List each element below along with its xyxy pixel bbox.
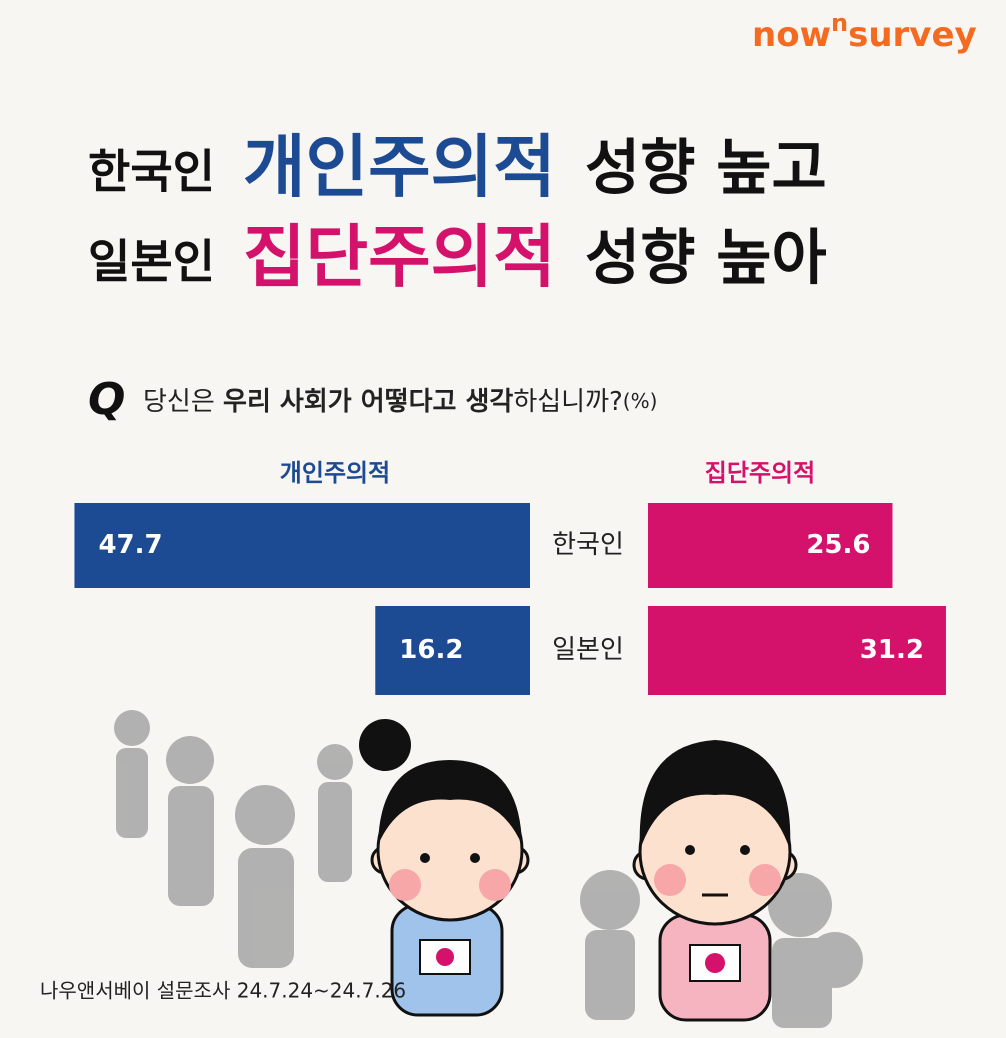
headline-text: 성향 높고 (585, 134, 827, 204)
question-unit: (%) (623, 389, 658, 413)
bar (74, 503, 530, 588)
headline-text: 일본인 (88, 235, 215, 289)
question-text: 당신은 (143, 387, 223, 417)
legend-label: 개인주의적 (280, 459, 390, 487)
bar (648, 606, 946, 695)
illustration (114, 710, 863, 1028)
bar (648, 503, 893, 588)
logo-sup: n (831, 9, 848, 37)
headline-highlight: 개인주의적 (243, 129, 556, 208)
headline-text: 한국인 (88, 145, 215, 199)
headline: 한국인 개인주의적 성향 높고 일본인 집단주의적 성향 높아 (88, 129, 827, 298)
question-text: 하십니까? (513, 387, 622, 417)
category-label: 일본인 (552, 635, 624, 665)
value-label: 25.6 (806, 530, 870, 560)
question-mark: Q (88, 374, 125, 425)
logo-text: now (752, 15, 831, 55)
headline-highlight: 집단주의적 (243, 219, 556, 298)
legend-label: 집단주의적 (705, 459, 815, 487)
logo-text: survey (848, 15, 977, 55)
value-label: 16.2 (399, 635, 463, 665)
value-label: 47.7 (98, 530, 162, 560)
question: 당신은 우리 사회가 어떻다고 생각하십니까?(%) (143, 387, 657, 417)
value-label: 31.2 (860, 635, 924, 665)
category-label: 한국인 (552, 530, 624, 560)
bar (375, 606, 530, 695)
headline-text: 성향 높아 (585, 224, 827, 294)
question-text: 우리 사회가 어떻다고 생각 (223, 387, 513, 417)
source: 나우앤서베이 설문조사 24.7.24~24.7.26 (40, 979, 406, 1003)
logo: nownsurvey (752, 9, 977, 55)
